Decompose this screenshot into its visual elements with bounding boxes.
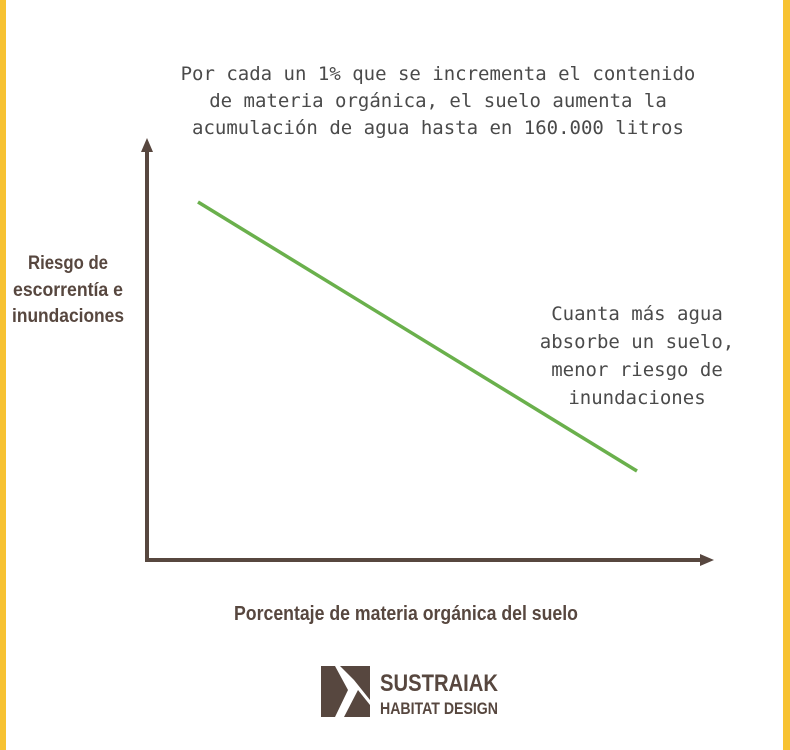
annotation: menor riesgo de <box>551 359 723 381</box>
annotation: Cuanta más agua <box>551 303 723 325</box>
y-axis-label: escorrentía e <box>13 280 123 301</box>
border-left <box>0 0 6 750</box>
border-right <box>783 0 790 750</box>
x-axis-label: Porcentaje de materia orgánica del suelo <box>234 603 578 625</box>
y-axis-label: inundaciones <box>12 306 124 327</box>
annotation: inundaciones <box>568 387 705 409</box>
title-line: de materia orgánica, el suelo aumenta la <box>209 90 667 112</box>
logo-tagline: HABITAT DESIGN <box>380 699 498 718</box>
title-line: acumulación de agua hasta en 160.000 lit… <box>192 117 684 139</box>
title-line: Por cada un 1% que se incrementa el cont… <box>181 63 696 85</box>
y-axis-label: Riesgo de <box>28 253 108 274</box>
logo-icon <box>321 666 370 717</box>
annotation: absorbe un suelo, <box>540 331 734 353</box>
x-axis-arrow <box>700 554 714 566</box>
logo-name: SUSTRAIAK <box>380 670 499 697</box>
trend-line <box>197 200 638 473</box>
y-axis-arrow <box>141 138 153 152</box>
